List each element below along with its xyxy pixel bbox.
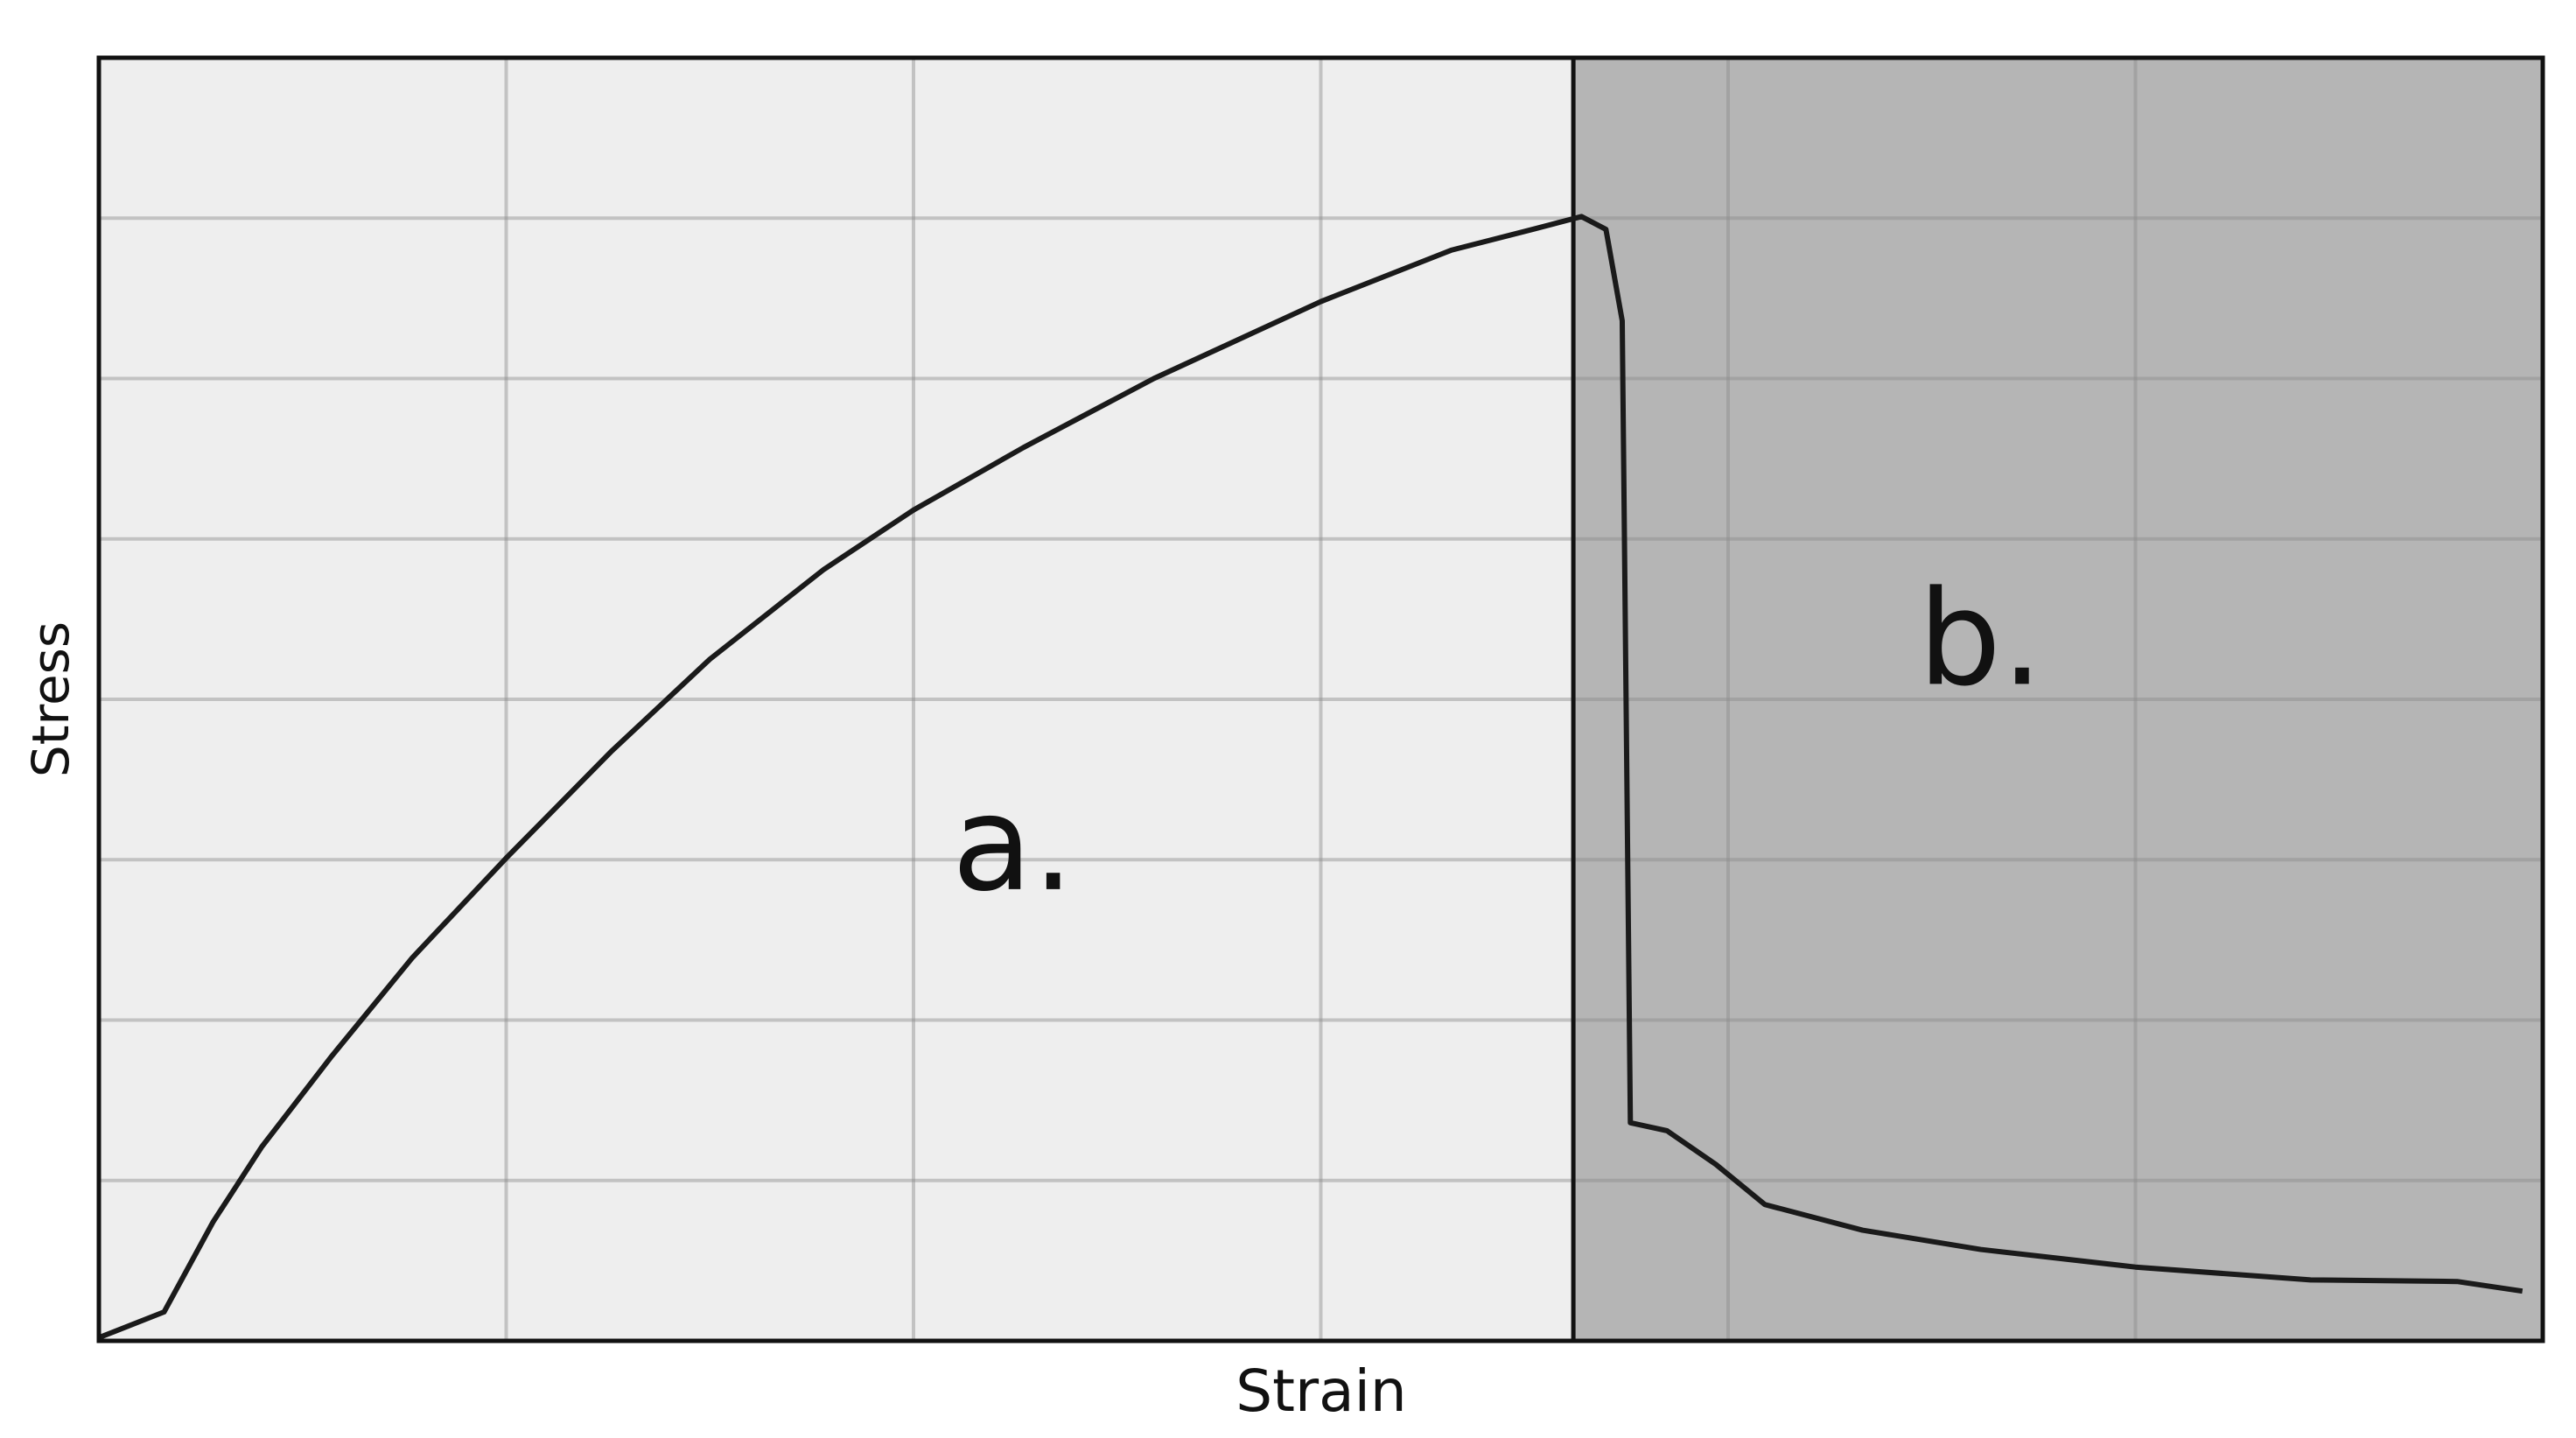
region-label: b.: [1918, 563, 2043, 715]
plot-frame: [96, 55, 2545, 1343]
region: [99, 58, 1574, 1341]
data-line: [97, 214, 2524, 1341]
x-axis-label: Strain: [1236, 1357, 1407, 1425]
region: [1573, 58, 2543, 1341]
region-label: a.: [952, 768, 1074, 921]
y-axis-label: Stress: [21, 621, 80, 777]
